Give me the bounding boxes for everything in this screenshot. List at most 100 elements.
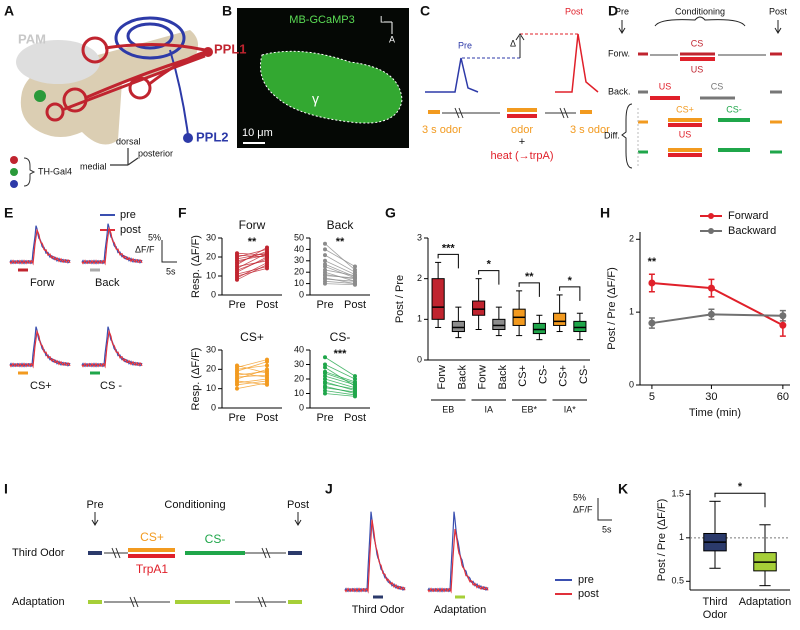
box: [532, 322, 546, 335]
label: Forw.: [608, 48, 630, 58]
panel-label: F: [178, 205, 187, 221]
trace: [344, 511, 406, 593]
significance: **: [648, 256, 657, 268]
protocol-c: [425, 33, 599, 119]
significance-bracket: [437, 253, 459, 269]
label: Post: [769, 6, 788, 16]
point: [235, 386, 239, 391]
point: [707, 284, 715, 292]
label: TrpA1: [136, 562, 169, 576]
label: heat (→trpA): [491, 150, 554, 162]
legend-label: post: [578, 588, 599, 600]
box: [451, 320, 465, 333]
x-tick-label: Pre: [228, 299, 245, 311]
pair-line: [236, 365, 268, 370]
pair-line: [324, 243, 356, 271]
x-tick-label: CS-: [578, 365, 590, 384]
significance-bracket: [559, 286, 581, 301]
x-tick-label: Adaptation: [739, 596, 792, 608]
x-tick-label: CS+: [517, 365, 529, 387]
pair-line: [324, 372, 356, 384]
point: [353, 374, 357, 379]
pair-line: [236, 378, 268, 384]
x-tick-label: Third Odor: [702, 596, 727, 621]
pair-line: [236, 372, 268, 378]
pair-line: [324, 275, 356, 279]
point: [235, 380, 239, 385]
point: [323, 277, 327, 282]
point: [353, 377, 357, 381]
box: [472, 300, 486, 316]
x-tick-label: 60: [777, 391, 789, 403]
x-tick-label: Post: [344, 299, 366, 311]
trace-decor: [18, 214, 612, 599]
x-tick-label: CS+: [558, 365, 570, 387]
panel-label: J: [325, 481, 333, 497]
point: [323, 267, 327, 272]
label: Conditioning: [164, 499, 225, 511]
point: [323, 258, 327, 263]
panel-label: I: [4, 481, 8, 497]
legend-swatch: [708, 228, 714, 234]
label: US: [659, 81, 672, 91]
point: [323, 262, 327, 267]
scale-label: 5%: [148, 232, 161, 242]
label: Conditioning: [675, 6, 725, 16]
point: [353, 264, 357, 269]
y-tick-label: 40: [294, 244, 304, 254]
traces: [9, 223, 489, 594]
point: [353, 394, 357, 399]
neuron-illustration: [10, 16, 213, 188]
trace: [344, 519, 406, 594]
y-tick-label: 30: [294, 255, 304, 265]
point: [353, 282, 357, 287]
point: [353, 267, 357, 272]
point: [235, 253, 239, 258]
y-tick-label: 1: [679, 532, 684, 542]
label: PAM: [18, 31, 46, 46]
point: [323, 381, 327, 386]
panel-label: H: [600, 205, 610, 221]
point: [235, 274, 239, 278]
pair-line: [236, 380, 268, 386]
point: [265, 369, 269, 374]
point: [323, 241, 327, 246]
point: [235, 365, 239, 370]
group-label: IA*: [564, 404, 577, 414]
group-label: EB*: [521, 404, 537, 414]
x-tick-label: 30: [705, 391, 717, 403]
pair-line: [324, 249, 356, 267]
panel-label: G: [385, 205, 396, 221]
trace-label: Third Odor: [352, 604, 405, 616]
point: [353, 390, 357, 395]
panel-label: K: [618, 481, 628, 497]
pair-line: [324, 263, 356, 278]
trace: [427, 528, 489, 594]
x-tick-label: Pre: [316, 412, 333, 424]
point: [323, 377, 327, 381]
significance-bracket: [714, 492, 766, 508]
scale-label: 5s: [602, 524, 612, 534]
pair-line: [324, 356, 356, 377]
pair-line: [236, 252, 268, 256]
y-tick-label: 0: [629, 379, 634, 389]
point: [235, 277, 239, 282]
pair-line: [324, 367, 356, 387]
y-tick-label: 0: [211, 402, 216, 412]
point: [235, 375, 239, 380]
chart-title: CS+: [240, 330, 264, 344]
x-tick-label: Forw: [477, 365, 489, 390]
label: PPL1: [214, 41, 247, 56]
panel-label: A: [4, 3, 14, 19]
scale-label: 5%: [573, 492, 586, 502]
significance: ***: [442, 242, 456, 254]
scale-label: ΔF/F: [135, 244, 155, 254]
point: [323, 253, 327, 258]
label: Pre: [458, 40, 472, 50]
x-tick-label: Post: [344, 412, 366, 424]
pair-line: [324, 390, 356, 396]
label: Pre: [86, 499, 103, 511]
y-tick-label: 1.5: [671, 489, 684, 499]
point: [353, 387, 357, 392]
label: Back.: [608, 86, 631, 96]
